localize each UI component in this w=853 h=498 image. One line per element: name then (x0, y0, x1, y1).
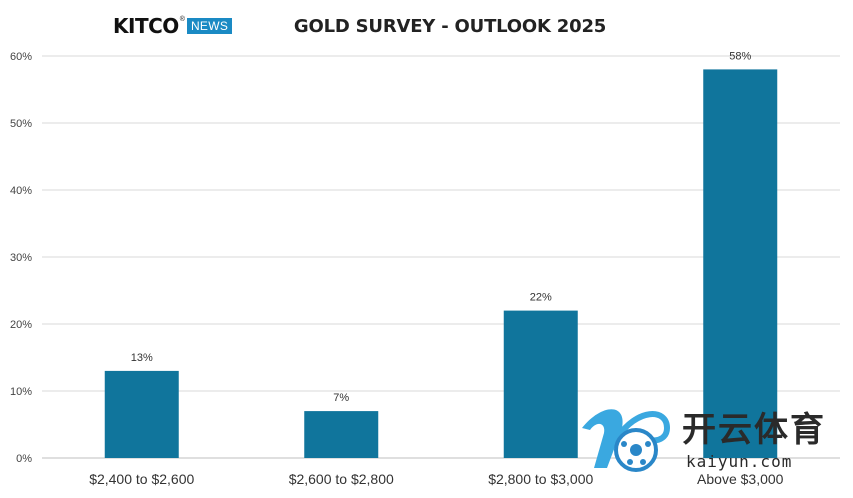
x-tick-label: $2,800 to $3,000 (488, 471, 593, 487)
bar (503, 310, 578, 458)
kaiyun-logo-icon (582, 409, 671, 472)
y-tick-label: 0% (16, 453, 32, 465)
y-tick-label: 30% (10, 252, 32, 264)
watermark-url-text: kaiyun.com (686, 452, 793, 471)
kitco-news-logo: KITCO ® NEWS (113, 14, 233, 38)
chart-title: GOLD SURVEY - OUTLOOK 2025 (293, 16, 607, 37)
data-label: 7% (333, 392, 349, 404)
y-tick-label: 40% (10, 185, 32, 197)
data-label: 13% (131, 352, 153, 364)
x-tick-label: $2,400 to $2,600 (89, 471, 194, 487)
bar (304, 411, 379, 458)
logo-registered-mark: ® (179, 15, 185, 23)
watermark-chinese-text: 开云体育 (682, 410, 826, 450)
y-tick-label: 20% (10, 319, 32, 331)
logo-kitco-text: KITCO (113, 14, 179, 38)
y-tick-label: 10% (10, 386, 32, 398)
data-label: 22% (530, 292, 552, 304)
x-tick-label: $2,600 to $2,800 (289, 471, 394, 487)
y-tick-label: 60% (10, 51, 32, 63)
x-tick-label: Above $3,000 (697, 471, 784, 487)
kaiyun-watermark: 开云体育 kaiyun.com (572, 398, 842, 478)
bar (104, 370, 179, 458)
logo-news-badge: NEWS (186, 18, 233, 34)
y-tick-label: 50% (10, 118, 32, 130)
bar (703, 69, 778, 459)
data-label: 58% (729, 50, 751, 62)
